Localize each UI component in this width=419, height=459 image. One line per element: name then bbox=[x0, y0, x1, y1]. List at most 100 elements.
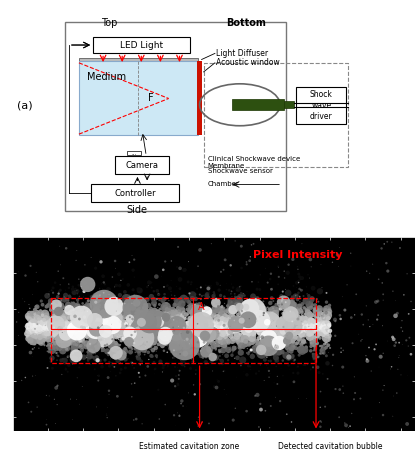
Point bbox=[204, 313, 211, 320]
Point bbox=[287, 319, 294, 326]
Point bbox=[270, 325, 277, 332]
Point bbox=[316, 309, 322, 316]
Point bbox=[131, 291, 138, 299]
Point bbox=[226, 296, 233, 303]
Point bbox=[178, 312, 184, 319]
Point bbox=[288, 296, 295, 303]
Point bbox=[234, 315, 241, 323]
Point bbox=[203, 321, 210, 329]
Point bbox=[76, 333, 83, 340]
Point bbox=[149, 340, 155, 347]
Point bbox=[287, 322, 294, 329]
Point bbox=[105, 302, 112, 309]
Point bbox=[331, 316, 338, 323]
Point bbox=[288, 344, 295, 351]
Point bbox=[211, 322, 217, 329]
Text: Shock
wave
driver: Shock wave driver bbox=[310, 90, 333, 121]
Point bbox=[203, 339, 210, 347]
Point bbox=[127, 297, 134, 304]
Point bbox=[323, 312, 329, 319]
Point bbox=[50, 284, 57, 291]
Point bbox=[312, 336, 318, 344]
Point bbox=[232, 316, 239, 324]
Point bbox=[122, 329, 129, 336]
Point bbox=[34, 313, 41, 320]
Point bbox=[179, 339, 186, 347]
Point bbox=[111, 283, 118, 291]
Point bbox=[139, 333, 145, 340]
Point bbox=[131, 339, 137, 347]
Point bbox=[126, 322, 132, 330]
Point bbox=[216, 334, 223, 341]
Point bbox=[118, 353, 124, 361]
Point bbox=[160, 336, 167, 343]
Point bbox=[78, 346, 85, 353]
Point bbox=[96, 327, 102, 335]
Point bbox=[50, 319, 57, 327]
Point bbox=[88, 332, 94, 339]
Point bbox=[279, 310, 286, 317]
Point bbox=[195, 263, 202, 270]
Point bbox=[282, 314, 288, 321]
Point bbox=[184, 303, 190, 310]
Point bbox=[84, 352, 91, 359]
Point bbox=[188, 335, 195, 342]
Point bbox=[84, 309, 91, 316]
Point bbox=[25, 323, 32, 330]
Point bbox=[161, 334, 168, 341]
Point bbox=[188, 333, 194, 341]
Point bbox=[281, 314, 288, 321]
Point bbox=[180, 403, 186, 410]
Point bbox=[297, 346, 304, 353]
Point bbox=[273, 302, 279, 309]
Point bbox=[83, 298, 90, 306]
Point bbox=[48, 287, 55, 294]
Point bbox=[286, 310, 292, 317]
Point bbox=[70, 335, 76, 342]
Point bbox=[322, 321, 329, 328]
Point bbox=[259, 333, 265, 340]
Point bbox=[142, 343, 149, 351]
Point bbox=[74, 374, 80, 381]
Point bbox=[93, 333, 100, 341]
Point bbox=[196, 301, 203, 308]
Point bbox=[275, 308, 282, 315]
Point bbox=[122, 334, 128, 341]
Point bbox=[182, 328, 189, 335]
Point bbox=[32, 317, 39, 324]
Point bbox=[279, 357, 286, 364]
Point bbox=[158, 334, 165, 341]
Point bbox=[252, 304, 259, 312]
Point bbox=[98, 280, 105, 287]
Point bbox=[197, 284, 204, 291]
Point bbox=[92, 264, 99, 272]
Point bbox=[136, 351, 142, 358]
Point bbox=[326, 313, 332, 320]
Point bbox=[98, 295, 105, 302]
Point bbox=[326, 305, 332, 313]
Point bbox=[321, 319, 327, 326]
Point bbox=[318, 347, 325, 354]
Point bbox=[310, 285, 316, 292]
Point bbox=[57, 303, 64, 310]
Point bbox=[216, 343, 222, 350]
Point bbox=[29, 322, 36, 329]
Point bbox=[285, 328, 292, 335]
Point bbox=[142, 319, 149, 326]
Point bbox=[229, 309, 236, 316]
Point bbox=[155, 304, 161, 311]
Point bbox=[235, 319, 241, 326]
Point bbox=[315, 334, 322, 341]
Point bbox=[202, 332, 208, 340]
Point bbox=[129, 327, 135, 335]
Point bbox=[92, 322, 99, 330]
Point bbox=[104, 295, 111, 302]
Point bbox=[134, 334, 141, 341]
Point bbox=[254, 329, 261, 336]
Point bbox=[290, 334, 297, 341]
Point bbox=[251, 321, 257, 328]
Point bbox=[78, 306, 85, 313]
Point bbox=[295, 327, 302, 335]
Point bbox=[181, 309, 187, 316]
Point bbox=[148, 291, 155, 298]
